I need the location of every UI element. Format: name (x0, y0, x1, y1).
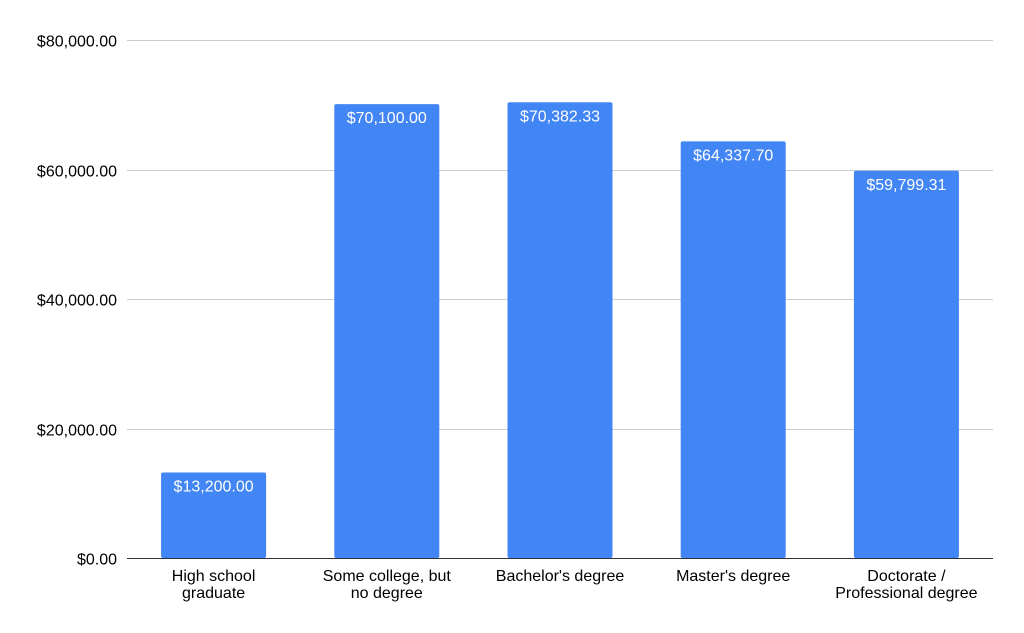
bar (853, 170, 959, 558)
y-tick-label: $40,000.00 (37, 293, 117, 310)
y-tick-label: $60,000.00 (37, 164, 117, 181)
bar-data-label: $70,100.00 (347, 110, 427, 127)
bar (507, 102, 613, 558)
bar-data-labels: $13,200.00 $70,100.00 $70,382.33 $64,337.70… (174, 108, 947, 495)
bar (334, 104, 440, 558)
x-category-label: Bachelor's degree (496, 568, 625, 585)
bar-data-label: $59,799.31 (866, 177, 946, 194)
x-category-label-line: Master's degree (676, 568, 790, 585)
x-category-label-line: Doctorate / (867, 568, 946, 585)
x-category-label: Doctorate / Professional degree (835, 568, 977, 602)
x-category-label: Master's degree (676, 568, 790, 585)
x-category-label-line: Bachelor's degree (496, 568, 625, 585)
x-category-label-line: High school (172, 568, 256, 585)
x-category-label-line: Some college, but (323, 568, 452, 585)
y-tick-label: $0.00 (77, 552, 117, 569)
x-category-label-line: Professional degree (835, 585, 977, 602)
x-category-label: Some college, but no degree (323, 568, 452, 602)
x-category-label: High school graduate (172, 568, 256, 602)
bar (680, 141, 786, 558)
bars (161, 102, 959, 558)
y-tick-label: $80,000.00 (37, 34, 117, 51)
bar (161, 472, 267, 558)
y-axis-tick-labels: $0.00 $20,000.00 $40,000.00 $60,000.00 $80,0… (37, 34, 117, 569)
bar-data-label: $64,337.70 (693, 147, 773, 164)
bar-data-label: $70,382.33 (520, 108, 600, 125)
x-axis-category-labels: High school graduate Some college, but no d… (172, 568, 978, 602)
bar-data-label: $13,200.00 (174, 479, 254, 496)
x-category-label-line: no degree (351, 585, 423, 602)
x-category-label-line: graduate (182, 585, 245, 602)
y-tick-label: $20,000.00 (37, 423, 117, 440)
